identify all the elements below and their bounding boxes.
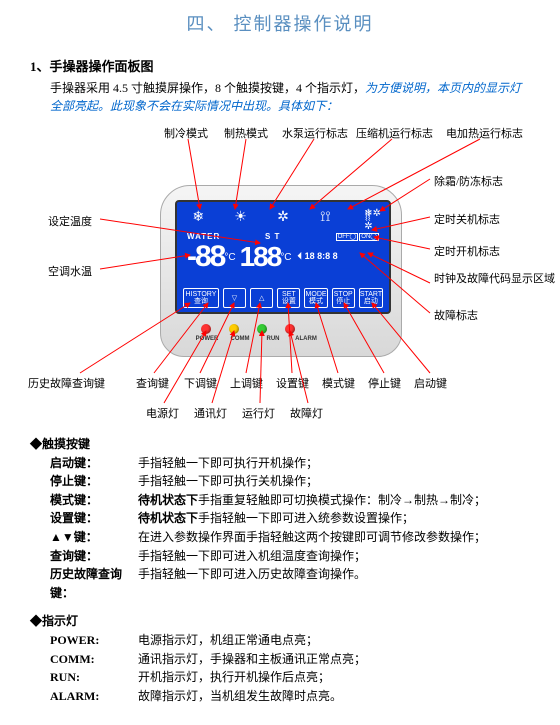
desc-val: 手指轻触一下即可进入历史故障查询操作。 [138,565,530,602]
desc-row: 模式键：待机状态下手指重复轻触即可切换模式操作：制冷→制热→制冷； [50,491,530,510]
desc-key: 查询键： [50,547,138,566]
icon-cool: ❄ [188,208,208,225]
callout-defrost: 除霜/防冻标志 [434,173,503,189]
callout-stop-key: 停止键 [368,375,401,391]
btn-mode[interactable]: MODE 模式 [304,288,327,308]
desc-row: 查询键：手指轻触一下即可进入机组温度查询操作； [50,547,530,566]
desc-key: COMM: [50,650,138,669]
desc-val: 手指轻触一下即可进入机组温度查询操作； [138,547,530,566]
led-row [201,324,295,334]
desc-row: 设置键：待机状态下手指轻触一下即可进入统参数设置操作； [50,509,530,528]
desc-key: 历史故障查询键： [50,565,138,602]
desc-row: ▲▼键：在进入参数操作界面手指轻触这两个按键即可调节修改参数操作； [50,528,530,547]
led-alarm [285,324,295,334]
desc-key: 停止键： [50,472,138,491]
desc-val: 电源指示灯，机组正常通电点亮； [138,631,530,650]
callout-cooling-mode: 制冷模式 [164,125,208,141]
callout-query-key: 查询键 [136,375,169,391]
icon-heat: ☀ [231,208,251,225]
desc-row: RUN:开机指示灯，执行开机操作后点亮； [50,668,530,687]
desc-val: 手指轻触一下即可执行开机操作； [138,454,530,473]
callout-heater-run: 电加热运行标志 [446,125,523,141]
callout-compressor-run: 压缩机运行标志 [356,125,433,141]
led-run [257,324,267,334]
desc-val: 通讯指示灯，手操器和主板通讯正常点亮； [138,650,530,669]
touch-heading: ◆触摸按键 [30,435,530,454]
btn-stop[interactable]: STOP 停止 [332,288,355,308]
lcd-timer-value: ⏴ 18 8:8 8 [298,252,338,262]
callout-pump-run: 水泵运行标志 [282,125,348,141]
unit2: °C [280,252,291,263]
desc-key: POWER: [50,631,138,650]
icon-comp: ⟟⟟ [315,208,335,225]
desc-key: ALARM: [50,687,138,706]
desc-row: POWER:电源指示灯，机组正常通电点亮； [50,631,530,650]
btn-down[interactable]: ▽ [223,288,246,308]
lcd-screen: ❄ ☀ ✲ ⟟⟟ ⦚⦚ ❄✲ ✲ WATER S T OFF◯ON◯ -88 ° [175,200,391,314]
desc-key: ▲▼键： [50,528,138,547]
callout-up-key: 上调键 [230,375,263,391]
desc-val: 在进入参数操作界面手指轻触这两个按键即可调节修改参数操作； [138,528,530,547]
seg-water-temp: -88 [187,240,224,274]
callout-clock-fault-area: 时钟及故障代码显示区域 [434,273,555,286]
desc-key: 设置键： [50,509,138,528]
desc-row: 历史故障查询键：手指轻触一下即可进入历史故障查询操作。 [50,565,530,602]
callout-mode-key: 模式键 [322,375,355,391]
callout-water-temp: 空调水温 [48,263,92,279]
desc-row: COMM:通讯指示灯，手操器和主板通讯正常点亮； [50,650,530,669]
icon-pump: ✲ [273,208,293,225]
unit1: °C [224,252,235,263]
btn-start[interactable]: START 启动 [359,288,383,308]
callout-set-temp: 设定温度 [48,213,92,229]
seg-set-temp: 188 [240,241,281,273]
desc-val: 故障指示灯，当机组发生故障时点亮。 [138,687,530,706]
desc-row: 停止键：手指轻触一下即可执行关机操作； [50,472,530,491]
desc-row: ALARM:故障指示灯，当机组发生故障时点亮。 [50,687,530,706]
desc-key: 模式键： [50,491,138,510]
callout-start-key: 启动键 [414,375,447,391]
desc-key: 启动键： [50,454,138,473]
callout-comm-led: 通讯灯 [194,405,227,421]
callout-timer-on: 定时开机标志 [434,243,500,259]
lcd-side-icons: ❄✲ ✲ [364,208,381,232]
touch-key-section: ◆触摸按键 启动键：手指轻触一下即可执行开机操作；停止键：手指轻触一下即可执行关… [30,435,530,602]
panel-diagram: 制冷模式 制热模式 水泵运行标志 压缩机运行标志 电加热运行标志 设定温度 空调… [30,125,530,425]
desc-key: RUN: [50,668,138,687]
callout-set-key: 设置键 [276,375,309,391]
section1-intro: 手操器采用 4.5 寸触摸屏操作，8 个触摸按键，4 个指示灯，为方便说明，本页… [50,79,530,115]
callout-power-led: 电源灯 [146,405,179,421]
callout-heating-mode: 制热模式 [224,125,268,141]
led-comm [229,324,239,334]
led-section: ◆指示灯 POWER:电源指示灯，机组正常通电点亮；COMM:通讯指示灯，手操器… [30,612,530,705]
btn-up[interactable]: △ [250,288,273,308]
desc-row: 启动键：手指轻触一下即可执行开机操作； [50,454,530,473]
callout-fault-flag: 故障标志 [434,307,478,323]
led-heading: ◆指示灯 [30,612,530,631]
callout-down-key: 下调键 [184,375,217,391]
desc-val: 手指轻触一下即可执行关机操作； [138,472,530,491]
btn-history[interactable]: HISTORY 查询 [183,288,219,308]
desc-val: 待机状态下手指轻触一下即可进入统参数设置操作； [138,509,530,528]
btn-set[interactable]: SET 设置 [277,288,300,308]
controller-device: ❄ ☀ ✲ ⟟⟟ ⦚⦚ ❄✲ ✲ WATER S T OFF◯ON◯ -88 ° [160,185,402,357]
led-labels: POWER COMM RUN ALARM [195,336,318,342]
section1-heading: 1、手操器操作面板图 [30,56,530,75]
callout-alarm-led: 故障灯 [290,405,323,421]
callout-run-led: 运行灯 [242,405,275,421]
intro-black: 手操器采用 4.5 寸触摸屏操作，8 个触摸按键，4 个指示灯， [50,81,365,95]
desc-val: 开机指示灯，执行开机操作后点亮； [138,668,530,687]
lcd-button-row: HISTORY 查询 ▽ △ SET 设置 MODE 模式 STOP 停止 ST… [177,284,389,308]
led-power [201,324,211,334]
lcd-mode-icons: ❄ ☀ ✲ ⟟⟟ ⦚⦚ [177,202,389,225]
page-title: 四、 控制器操作说明 [30,10,530,36]
desc-val: 待机状态下手指重复轻触即可切换模式操作：制冷→制热→制冷； [138,491,530,510]
callout-history-key: 历史故障查询键 [28,375,105,391]
callout-timer-off: 定时关机标志 [434,211,500,227]
